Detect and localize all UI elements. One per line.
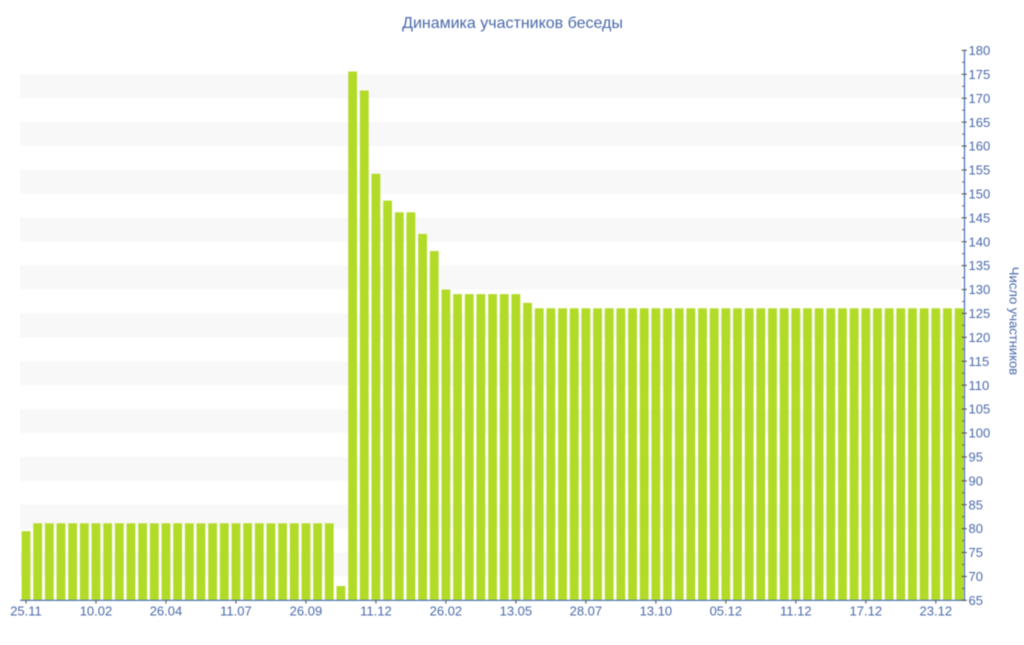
- svg-text:Число участников: Число участников: [1007, 267, 1022, 375]
- svg-text:180: 180: [969, 43, 991, 58]
- svg-text:130: 130: [969, 282, 991, 297]
- svg-text:Динамика участников беседы: Динамика участников беседы: [402, 15, 623, 32]
- svg-text:125: 125: [969, 306, 991, 321]
- svg-text:70: 70: [969, 569, 983, 584]
- svg-text:170: 170: [969, 91, 991, 106]
- svg-text:13.05: 13.05: [500, 603, 533, 618]
- svg-text:23.12: 23.12: [920, 603, 953, 618]
- svg-text:95: 95: [969, 449, 983, 464]
- svg-text:10.02: 10.02: [80, 603, 113, 618]
- svg-text:85: 85: [969, 497, 983, 512]
- svg-text:145: 145: [969, 210, 991, 225]
- svg-text:28.07: 28.07: [570, 603, 603, 618]
- svg-text:11.07: 11.07: [220, 603, 252, 618]
- svg-text:150: 150: [969, 186, 991, 201]
- svg-text:80: 80: [969, 521, 983, 536]
- svg-text:05.12: 05.12: [710, 603, 743, 618]
- svg-text:155: 155: [969, 163, 991, 178]
- svg-text:11.12: 11.12: [780, 603, 812, 618]
- svg-text:165: 165: [969, 115, 991, 130]
- svg-text:26.04: 26.04: [150, 603, 183, 618]
- svg-text:11.12: 11.12: [360, 603, 392, 618]
- svg-text:25.11: 25.11: [10, 603, 42, 618]
- svg-text:115: 115: [969, 354, 990, 369]
- svg-text:160: 160: [969, 139, 991, 154]
- svg-text:175: 175: [969, 67, 991, 82]
- svg-text:26.02: 26.02: [430, 603, 463, 618]
- svg-text:65: 65: [969, 593, 983, 608]
- svg-text:75: 75: [969, 545, 983, 560]
- svg-text:26.09: 26.09: [290, 603, 323, 618]
- svg-text:13.10: 13.10: [640, 603, 673, 618]
- svg-text:140: 140: [969, 234, 991, 249]
- svg-text:100: 100: [969, 426, 991, 441]
- svg-text:110: 110: [969, 378, 990, 393]
- svg-text:105: 105: [969, 402, 991, 417]
- svg-text:17.12: 17.12: [850, 603, 883, 618]
- svg-text:135: 135: [969, 258, 991, 273]
- svg-text:90: 90: [969, 473, 983, 488]
- svg-text:120: 120: [969, 330, 991, 345]
